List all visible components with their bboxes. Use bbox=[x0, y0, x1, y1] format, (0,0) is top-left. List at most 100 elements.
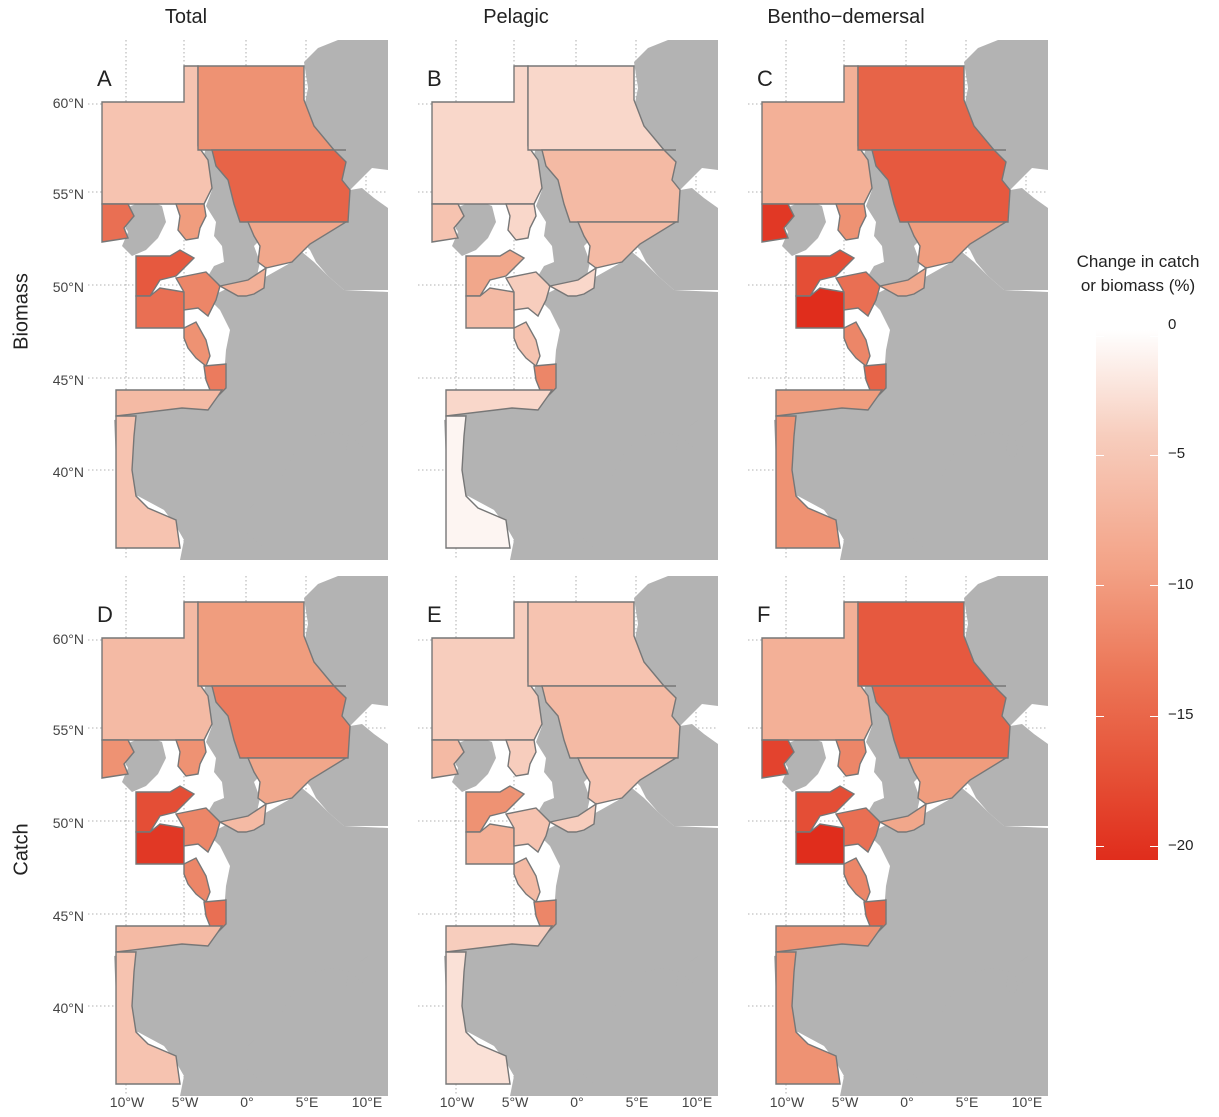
lat-label-50n-bottom: 50°N bbox=[52, 815, 84, 831]
lon-label-5w-col3: 5°W bbox=[831, 1094, 859, 1110]
map-panel-a bbox=[88, 40, 388, 560]
lon-label-10w-col2: 10°W bbox=[439, 1094, 475, 1110]
lon-label-10w-col3: 10°W bbox=[769, 1094, 805, 1110]
map-svg-e bbox=[418, 576, 718, 1096]
land-mass-7 bbox=[246, 968, 388, 1096]
region-biscay-n bbox=[183, 321, 211, 368]
region-north-s bbox=[576, 221, 679, 269]
region-north-c bbox=[211, 149, 351, 223]
land-mass-4 bbox=[956, 188, 1048, 290]
region-north-c bbox=[211, 685, 351, 759]
lat-label-40n-bottom: 40°N bbox=[52, 1000, 84, 1016]
legend-title: Change in catch or biomass (%) bbox=[1058, 250, 1218, 298]
region-north-s bbox=[246, 221, 349, 269]
lon-label-0-col1: 0° bbox=[240, 1094, 254, 1110]
region-north-c bbox=[541, 685, 681, 759]
region-channel-w bbox=[174, 271, 221, 318]
region-channel-e bbox=[218, 266, 267, 297]
lon-label-5e-col1: 5°E bbox=[295, 1094, 319, 1110]
legend-title-line1: Change in catch bbox=[1076, 252, 1200, 271]
land-mass-3 bbox=[304, 40, 388, 190]
land-mass-3 bbox=[964, 40, 1048, 190]
region-irish-sea bbox=[175, 203, 207, 241]
region-north-s bbox=[906, 757, 1009, 805]
row-title-catch: Catch bbox=[10, 823, 33, 876]
region-channel-w bbox=[834, 271, 881, 318]
map-svg-b bbox=[418, 40, 718, 560]
lon-label-10e-col3: 10°E bbox=[1011, 1094, 1043, 1110]
map-panel-c bbox=[748, 40, 1048, 560]
land-mass-9 bbox=[676, 434, 688, 460]
land-mass-3 bbox=[634, 40, 718, 190]
region-portugal bbox=[115, 415, 181, 549]
legend-label-0: 0 bbox=[1168, 316, 1177, 333]
land-mass-4 bbox=[956, 724, 1048, 826]
land-mass-8 bbox=[356, 942, 368, 962]
land-mass-4 bbox=[296, 188, 388, 290]
lon-label-5e-col2: 5°E bbox=[625, 1094, 649, 1110]
region-irish-sea bbox=[175, 739, 207, 777]
region-ireland-w bbox=[101, 203, 135, 243]
lon-label-5w-col2: 5°W bbox=[501, 1094, 529, 1110]
region-west-scot bbox=[761, 601, 873, 741]
land-mass-3 bbox=[304, 576, 388, 726]
region-portugal bbox=[445, 415, 511, 549]
land-mass-3 bbox=[634, 576, 718, 726]
land-mass-1 bbox=[864, 670, 924, 822]
lon-label-5w-col1: 5°W bbox=[171, 1094, 199, 1110]
map-svg-a bbox=[88, 40, 388, 560]
land-mass-1 bbox=[534, 134, 594, 286]
region-portugal bbox=[775, 951, 841, 1085]
region-biscay-n bbox=[513, 321, 541, 368]
land-mass-1 bbox=[534, 670, 594, 822]
region-west-scot bbox=[431, 601, 543, 741]
land-mass-4 bbox=[626, 724, 718, 826]
land-mass-9 bbox=[1006, 434, 1018, 460]
land-mass-7 bbox=[576, 432, 718, 560]
legend-title-line2: or biomass (%) bbox=[1080, 276, 1196, 295]
lat-label-55n-bottom: 55°N bbox=[52, 722, 84, 738]
land-mass-7 bbox=[906, 968, 1048, 1096]
lat-label-40n-top: 40°N bbox=[52, 464, 84, 480]
panel-letter-f: F bbox=[757, 602, 771, 627]
region-irish-sea bbox=[835, 739, 867, 777]
legend-label-20: −20 bbox=[1168, 837, 1194, 854]
land-mass-1 bbox=[204, 134, 264, 286]
map-svg-d bbox=[88, 576, 388, 1096]
row-title-biomass: Biomass bbox=[10, 273, 33, 350]
map-panel-b bbox=[418, 40, 718, 560]
region-irish-sea bbox=[835, 203, 867, 241]
land-mass-9 bbox=[346, 434, 358, 460]
map-svg-c bbox=[748, 40, 1048, 560]
region-ireland-w bbox=[761, 203, 795, 243]
region-ireland-w bbox=[431, 203, 465, 243]
region-biscay-n bbox=[843, 857, 871, 904]
region-north-s bbox=[246, 757, 349, 805]
region-north-c bbox=[871, 149, 1011, 223]
map-panel-e bbox=[418, 576, 718, 1096]
region-west-scot bbox=[101, 65, 213, 205]
region-biscay-n bbox=[183, 857, 211, 904]
region-west-scot bbox=[101, 601, 213, 741]
land-mass-9 bbox=[1006, 970, 1018, 996]
land-mass-1 bbox=[864, 134, 924, 286]
panel-letter-a: A bbox=[97, 66, 112, 91]
land-mass-4 bbox=[296, 724, 388, 826]
legend-label-5: −5 bbox=[1168, 445, 1186, 462]
map-panel-d bbox=[88, 576, 388, 1096]
region-ireland-w bbox=[431, 739, 465, 779]
region-portugal bbox=[775, 415, 841, 549]
region-channel-e bbox=[218, 802, 267, 833]
region-channel-e bbox=[878, 802, 927, 833]
land-mass-9 bbox=[676, 970, 688, 996]
region-channel-e bbox=[548, 802, 597, 833]
region-north-c bbox=[541, 149, 681, 223]
region-channel-w bbox=[174, 807, 221, 854]
region-biscay-n bbox=[513, 857, 541, 904]
lat-label-60n-top: 60°N bbox=[52, 95, 84, 111]
region-west-scot bbox=[761, 65, 873, 205]
panel-letter-b: B bbox=[427, 66, 442, 91]
panel-letter-e: E bbox=[427, 602, 442, 627]
region-irish-sea bbox=[505, 739, 537, 777]
column-title-pelagic: Pelagic bbox=[483, 6, 549, 28]
